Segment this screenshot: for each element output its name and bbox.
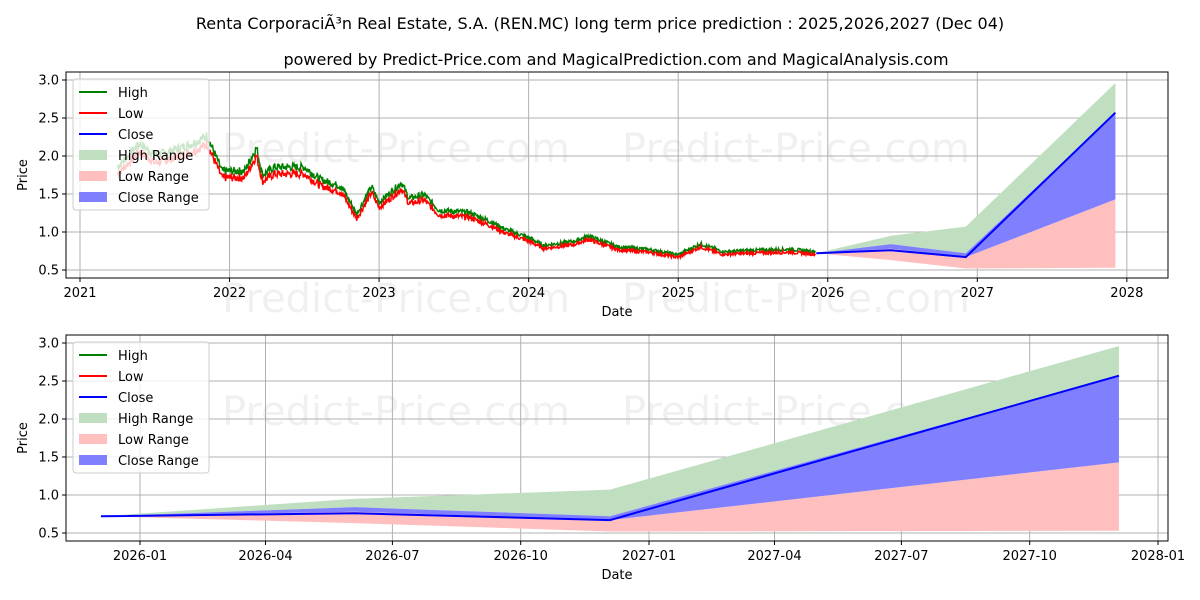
high-range-band: [816, 83, 1116, 254]
x-tick-label: 2021: [63, 286, 96, 301]
chart-title: Renta CorporaciÃ³n Real Estate, S.A. (RE…: [196, 14, 1004, 33]
y-tick-label: 3.0: [38, 74, 59, 89]
chart-subtitle: powered by Predict-Price.com and Magical…: [283, 50, 948, 69]
watermark: Predict-Price.com: [622, 126, 970, 172]
x-tick-label: 2028: [1110, 286, 1143, 301]
watermark: Predict-Price.com: [222, 276, 570, 322]
y-tick-label: 1.0: [38, 226, 59, 241]
x-tick-label: 2026: [811, 286, 844, 301]
legend-swatch-low-range: [79, 434, 107, 444]
y-tick-label: 2.0: [38, 413, 59, 428]
y-tick-label: 0.5: [38, 264, 59, 279]
x-tick-label: 2026-07: [365, 549, 419, 564]
x-tick-label: 2027-07: [874, 549, 928, 564]
close-range-band: [816, 112, 1116, 258]
legend-label: High: [118, 349, 148, 364]
legend-label: Close: [118, 128, 153, 143]
y-tick-label: 2.0: [38, 150, 59, 165]
x-axis-label: Date: [601, 305, 632, 320]
high-range-band: [100, 346, 1119, 517]
legend-swatch-close-range: [79, 455, 107, 465]
x-tick-label: 2025: [662, 286, 695, 301]
close-range-band: [100, 375, 1119, 521]
bottom-panel: Predict-Price.com Predict-Price.com0.51.0…: [16, 334, 1185, 583]
y-axis-label: Price: [16, 159, 31, 191]
legend-label: High: [118, 86, 148, 101]
legend-swatch-high-range: [79, 150, 107, 160]
y-axis-label: Price: [16, 422, 31, 454]
legend-label: Close: [118, 391, 153, 406]
y-tick-label: 3.0: [38, 337, 59, 352]
legend-label: High Range: [118, 412, 193, 427]
y-tick-label: 1.0: [38, 489, 59, 504]
x-tick-label: 2027-10: [1003, 549, 1057, 564]
legend: High Low Close High Range Low Range Close Ran…: [72, 78, 210, 211]
x-tick-label: 2022: [213, 286, 246, 301]
x-tick-label: 2027-01: [622, 549, 676, 564]
plot-frame: [65, 334, 1169, 542]
x-tick-label: 2026-01: [113, 549, 167, 564]
high-line: [116, 132, 817, 258]
legend-label: High Range: [118, 149, 193, 164]
watermark: Predict-Price.com: [622, 276, 970, 322]
legend-swatch-low-range: [79, 171, 107, 181]
x-tick-label: 2028-01: [1131, 549, 1185, 564]
legend-label: Low: [118, 370, 144, 385]
x-tick-label: 2024: [512, 286, 545, 301]
legend-label: Close Range: [118, 454, 199, 469]
y-tick-label: 1.5: [38, 188, 59, 203]
legend-swatch-high-range: [79, 413, 107, 423]
legend-label: Low Range: [118, 433, 189, 448]
x-tick-label: 2027-04: [747, 549, 801, 564]
x-axis-label: Date: [601, 568, 632, 583]
y-tick-label: 1.5: [38, 451, 59, 466]
y-tick-label: 2.5: [38, 375, 59, 390]
legend-label: Close Range: [118, 191, 199, 206]
x-tick-label: 2027: [961, 286, 994, 301]
x-tick-label: 2026-10: [494, 549, 548, 564]
legend-label: Low: [118, 107, 144, 122]
top-panel: Predict-Price.com Predict-Price.com Predic…: [16, 71, 1169, 322]
x-tick-label: 2023: [363, 286, 396, 301]
watermark: Predict-Price.com: [222, 389, 570, 435]
close-line: [100, 374, 1120, 522]
y-tick-label: 2.5: [38, 112, 59, 127]
close-line: [816, 111, 1117, 259]
legend-label: Low Range: [118, 170, 189, 185]
legend-swatch-close-range: [79, 192, 107, 202]
watermark: Predict-Price.com: [222, 126, 570, 172]
low-line: [116, 140, 817, 261]
plot-frame: [65, 71, 1169, 279]
y-tick-label: 0.5: [38, 527, 59, 542]
x-tick-label: 2026-04: [238, 549, 292, 564]
legend: High Low Close High Range Low Range Close Ran…: [72, 341, 210, 474]
